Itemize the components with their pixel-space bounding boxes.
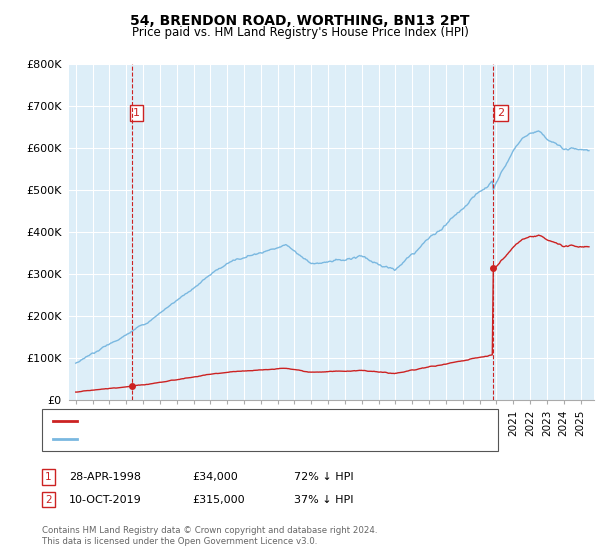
- Text: 2: 2: [45, 494, 52, 505]
- Text: Price paid vs. HM Land Registry's House Price Index (HPI): Price paid vs. HM Land Registry's House …: [131, 26, 469, 39]
- Text: £34,000: £34,000: [192, 472, 238, 482]
- Text: 37% ↓ HPI: 37% ↓ HPI: [294, 494, 353, 505]
- Text: 54, BRENDON ROAD, WORTHING, BN13 2PT: 54, BRENDON ROAD, WORTHING, BN13 2PT: [130, 14, 470, 28]
- Text: £315,000: £315,000: [192, 494, 245, 505]
- Text: 72% ↓ HPI: 72% ↓ HPI: [294, 472, 353, 482]
- Text: 1: 1: [133, 108, 140, 118]
- Text: 2: 2: [497, 108, 505, 118]
- Text: 10-OCT-2019: 10-OCT-2019: [69, 494, 142, 505]
- Text: 1: 1: [45, 472, 52, 482]
- Text: Contains HM Land Registry data © Crown copyright and database right 2024.
This d: Contains HM Land Registry data © Crown c…: [42, 526, 377, 546]
- Text: HPI: Average price, detached house, Worthing: HPI: Average price, detached house, Wort…: [82, 434, 322, 444]
- Text: 28-APR-1998: 28-APR-1998: [69, 472, 141, 482]
- Text: 54, BRENDON ROAD, WORTHING, BN13 2PT (detached house): 54, BRENDON ROAD, WORTHING, BN13 2PT (de…: [82, 416, 404, 426]
